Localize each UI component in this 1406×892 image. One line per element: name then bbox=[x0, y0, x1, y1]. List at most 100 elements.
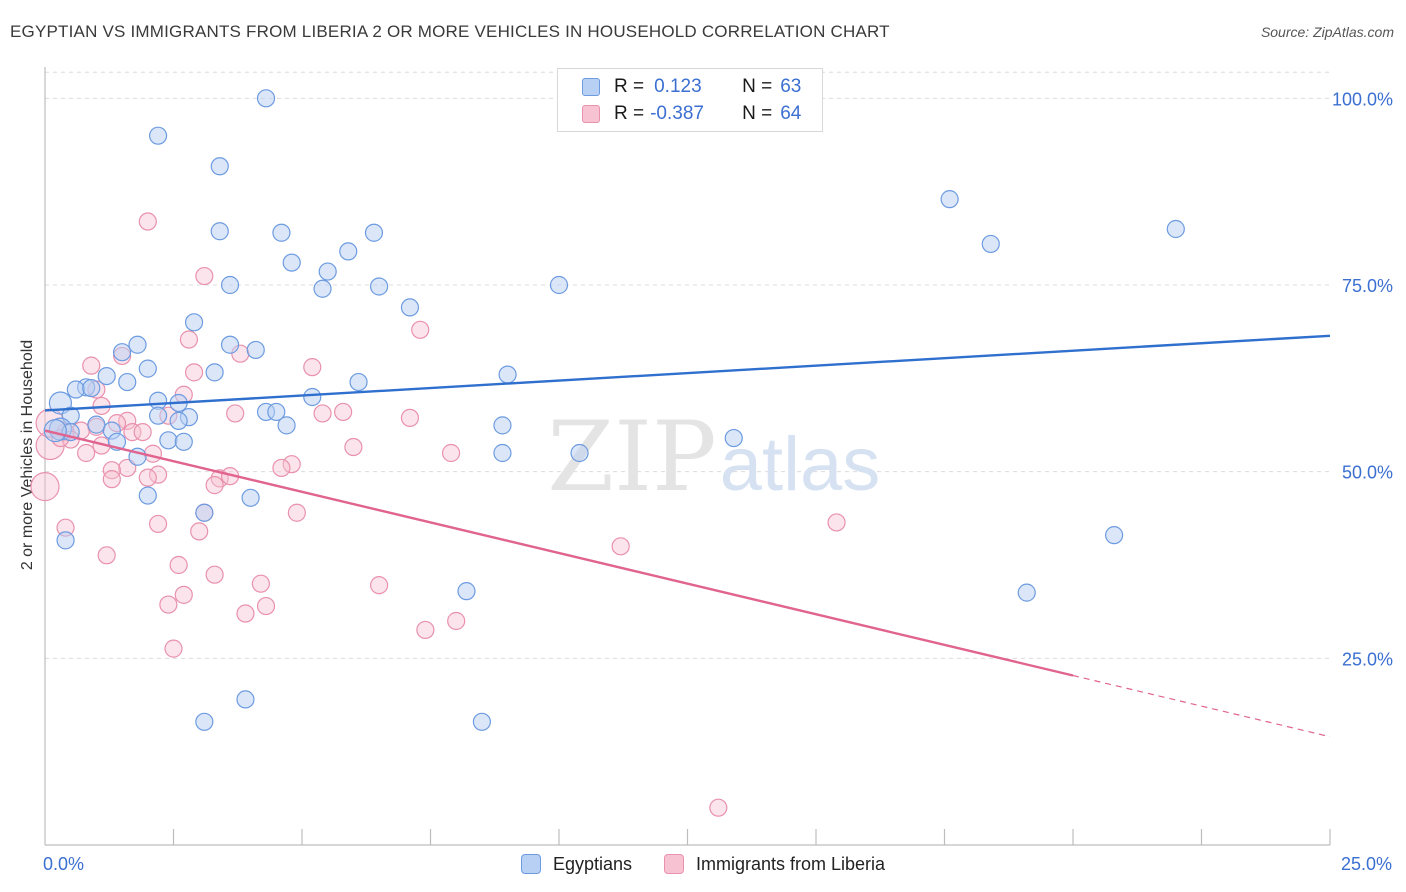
legend-item-liberia[interactable]: Immigrants from Liberia bbox=[664, 854, 885, 875]
data-point-egyptians bbox=[138, 359, 157, 378]
data-point-liberia bbox=[344, 437, 363, 457]
data-point-liberia bbox=[370, 576, 389, 595]
legend-r-label: R = bbox=[614, 76, 645, 97]
data-point-liberia bbox=[272, 458, 291, 478]
x-tick-label: 25.0% bbox=[1341, 854, 1392, 874]
data-point-egyptians bbox=[87, 415, 106, 434]
chart-title: EGYPTIAN VS IMMIGRANTS FROM LIBERIA 2 OR… bbox=[10, 22, 890, 41]
data-point-egyptians bbox=[272, 223, 291, 242]
data-point-egyptians bbox=[940, 190, 959, 209]
data-point-liberia bbox=[195, 266, 214, 286]
data-point-liberia bbox=[303, 358, 322, 377]
data-point-liberia bbox=[159, 595, 178, 614]
data-point-egyptians bbox=[256, 89, 276, 108]
data-point-egyptians bbox=[241, 488, 260, 507]
legend-swatch-liberia bbox=[582, 105, 600, 123]
data-point-liberia bbox=[447, 611, 466, 631]
data-point-egyptians bbox=[43, 419, 67, 443]
data-point-egyptians bbox=[118, 372, 137, 392]
data-point-egyptians bbox=[159, 431, 178, 450]
data-point-egyptians bbox=[493, 416, 512, 435]
watermark: ZIP atlas bbox=[547, 401, 880, 513]
legend-r-label: R = bbox=[614, 103, 645, 124]
data-point-liberia bbox=[205, 565, 224, 584]
watermark-atlas: atlas bbox=[720, 422, 881, 507]
data-point-liberia bbox=[123, 422, 142, 442]
legend-swatch-egyptians bbox=[582, 78, 600, 96]
data-point-egyptians bbox=[66, 380, 85, 399]
data-point-egyptians bbox=[169, 411, 188, 430]
data-point-liberia bbox=[77, 443, 96, 463]
data-point-liberia bbox=[334, 402, 353, 422]
data-point-egyptians bbox=[313, 279, 332, 298]
data-point-egyptians bbox=[112, 343, 132, 362]
data-point-egyptians bbox=[549, 275, 569, 295]
data-point-egyptians bbox=[400, 298, 420, 317]
data-point-liberia bbox=[251, 574, 270, 593]
y-tick-label: 100.0% bbox=[1332, 89, 1393, 109]
data-point-liberia bbox=[164, 639, 183, 658]
data-point-liberia bbox=[102, 470, 121, 489]
gridlines bbox=[45, 71, 1330, 659]
data-point-egyptians bbox=[981, 234, 1000, 254]
data-point-liberia bbox=[416, 620, 435, 640]
data-point-egyptians bbox=[210, 157, 229, 176]
series-egyptians bbox=[43, 89, 1185, 731]
source-label: Source: ZipAtlas.com bbox=[1260, 24, 1394, 40]
data-point-egyptians bbox=[195, 712, 214, 731]
legend-n-label: N = bbox=[742, 76, 773, 97]
data-point-liberia bbox=[138, 468, 157, 487]
legend-label-liberia: Immigrants from Liberia bbox=[696, 853, 886, 874]
data-point-liberia bbox=[133, 422, 152, 442]
data-point-liberia bbox=[287, 503, 306, 522]
tick-labels: 25.0% 50.0% 75.0% 100.0% 0.0% 25.0% bbox=[43, 89, 1393, 874]
data-point-egyptians bbox=[220, 275, 240, 295]
data-point-liberia bbox=[256, 596, 276, 616]
data-point-liberia bbox=[174, 585, 193, 604]
data-point-liberia bbox=[179, 330, 199, 349]
data-point-liberia bbox=[148, 514, 168, 534]
data-point-liberia bbox=[184, 363, 204, 382]
y-tick-label: 50.0% bbox=[1342, 463, 1393, 483]
data-point-egyptians bbox=[148, 126, 168, 145]
data-point-egyptians bbox=[339, 242, 358, 261]
data-point-egyptians bbox=[1166, 219, 1185, 239]
data-point-liberia bbox=[97, 546, 116, 565]
data-point-liberia bbox=[169, 555, 188, 575]
trend-lines bbox=[44, 334, 1331, 738]
data-point-liberia bbox=[148, 465, 168, 484]
data-point-egyptians bbox=[282, 253, 301, 272]
y-tick-label: 75.0% bbox=[1342, 276, 1393, 296]
data-point-liberia bbox=[190, 522, 209, 541]
data-point-egyptians bbox=[82, 378, 101, 398]
y-tick-label: 25.0% bbox=[1342, 649, 1393, 669]
data-point-liberia bbox=[82, 356, 101, 375]
data-point-egyptians bbox=[148, 406, 168, 425]
legend-n-value: 63 bbox=[780, 76, 802, 97]
data-point-egyptians bbox=[498, 365, 517, 384]
data-point-egyptians bbox=[1105, 526, 1124, 545]
data-point-egyptians bbox=[220, 335, 240, 354]
data-point-egyptians bbox=[724, 428, 743, 448]
data-point-egyptians bbox=[246, 340, 265, 360]
data-point-liberia bbox=[138, 212, 157, 231]
data-point-egyptians bbox=[472, 712, 491, 731]
data-point-liberia bbox=[118, 458, 137, 478]
data-point-liberia bbox=[226, 404, 245, 423]
data-point-egyptians bbox=[210, 222, 229, 241]
data-point-egyptians bbox=[138, 486, 157, 505]
data-point-egyptians bbox=[1017, 583, 1036, 602]
data-point-liberia bbox=[313, 404, 332, 423]
legend-n-value: 64 bbox=[780, 103, 802, 124]
data-point-egyptians bbox=[457, 582, 476, 601]
series-legend: Egyptians Immigrants from Liberia bbox=[0, 851, 1406, 877]
data-point-liberia bbox=[30, 472, 60, 502]
data-point-liberia bbox=[205, 476, 224, 495]
data-point-egyptians bbox=[570, 443, 589, 463]
legend-item-egyptians[interactable]: Egyptians bbox=[520, 854, 632, 875]
data-point-egyptians bbox=[303, 387, 322, 407]
data-point-liberia bbox=[236, 604, 255, 623]
x-tick-label: 0.0% bbox=[43, 854, 84, 874]
data-point-egyptians bbox=[277, 416, 296, 435]
legend-row-liberia: R = -0.387 N = 64 bbox=[582, 101, 801, 127]
